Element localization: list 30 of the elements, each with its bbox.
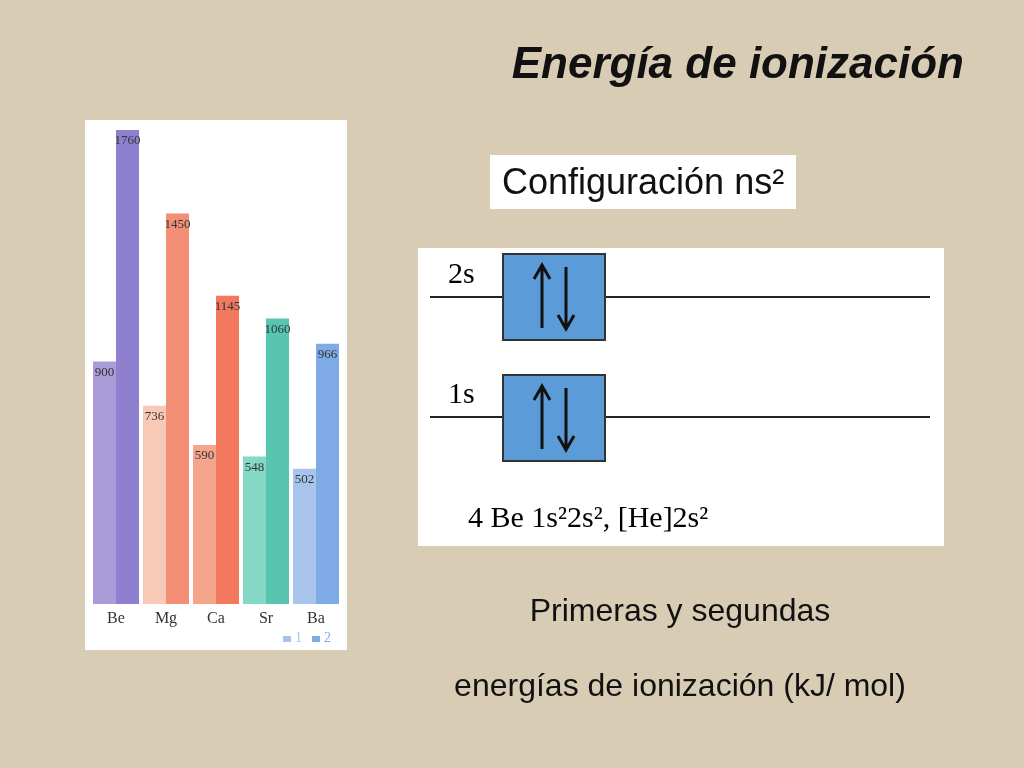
x-tick-label: Mg [154, 609, 178, 628]
text: Primeras y segundas [528, 592, 832, 629]
text: 2s [448, 256, 475, 290]
bar [293, 468, 316, 604]
text: 4 Be 1s²2s², [He]2s² [468, 500, 709, 534]
legend-label: 1 [295, 630, 302, 645]
data-label: 900 [94, 363, 115, 379]
bar [143, 405, 166, 604]
bar [93, 361, 116, 604]
bar [266, 318, 289, 604]
x-tick-label: Sr [258, 609, 274, 627]
bar [216, 295, 239, 604]
data-label: 502 [294, 471, 315, 487]
bar [316, 343, 339, 604]
text: energías de ionización (kJ/ mol) [453, 667, 907, 704]
x-tick-label: Ba [307, 609, 325, 627]
x-tick-label: Ca [207, 609, 225, 627]
data-label: 548 [244, 458, 265, 474]
data-label: 590 [194, 447, 215, 463]
data-label: 966 [317, 346, 338, 362]
bar [166, 213, 189, 604]
legend-label: 2 [324, 630, 331, 645]
bar [193, 445, 216, 604]
x-tick-label: Be [107, 609, 125, 627]
text: 1s [448, 376, 475, 410]
text: Configuración ns² [490, 155, 797, 209]
bar [116, 130, 139, 604]
text: Energía de ionización [511, 38, 964, 88]
data-label: 736 [144, 408, 165, 424]
bar [243, 456, 266, 604]
